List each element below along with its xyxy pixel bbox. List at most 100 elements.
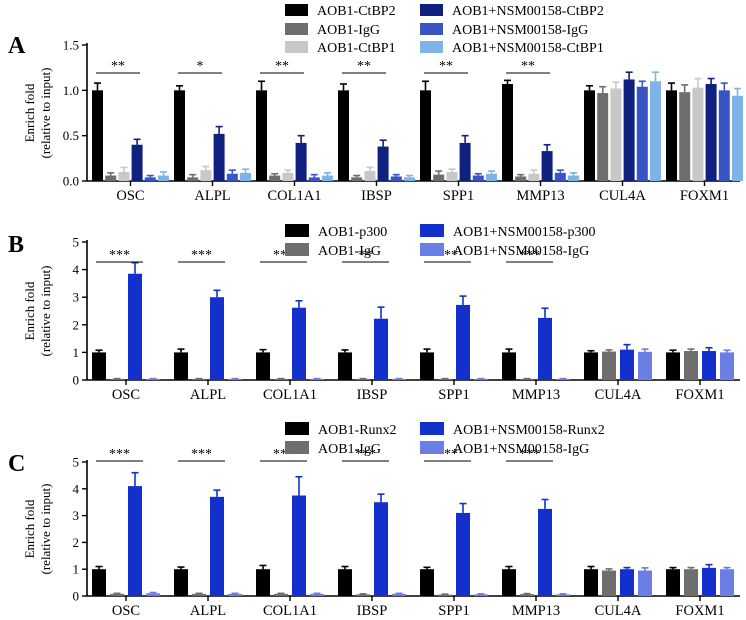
bar — [210, 496, 224, 596]
bar — [374, 502, 388, 596]
bar — [110, 593, 124, 596]
bar — [308, 177, 320, 181]
legend-label: AOB1-IgG — [318, 442, 381, 457]
bar — [420, 569, 434, 596]
legend-label: AOB1+NSM00158-p300 — [453, 225, 595, 240]
y-axis-label-secondary: (relative to input) — [38, 68, 53, 159]
bar — [684, 569, 698, 596]
bar — [459, 142, 471, 181]
y-tick-label: 1.0 — [63, 83, 79, 98]
bar — [705, 83, 717, 181]
legend-swatch — [420, 422, 444, 435]
x-tick-label: MMP13 — [516, 188, 564, 204]
bar — [92, 90, 103, 181]
x-tick-label: MMP13 — [512, 387, 560, 403]
bar — [623, 79, 635, 181]
bar — [274, 378, 288, 380]
x-tick-label: OSC — [112, 603, 140, 619]
significance-label: *** — [519, 248, 540, 263]
x-tick-label: OSC — [112, 387, 140, 403]
y-tick-label: 5 — [73, 455, 80, 470]
significance-label: * — [197, 59, 204, 74]
x-tick-label: IBSP — [357, 387, 388, 403]
x-tick-label: ALPL — [190, 603, 226, 619]
y-tick-label: 1.5 — [63, 38, 79, 53]
bar — [679, 92, 691, 181]
bar — [128, 273, 142, 380]
bar — [131, 144, 143, 181]
bar — [568, 175, 579, 181]
panel-letter: C — [8, 451, 25, 477]
y-axis-label-secondary: (relative to input) — [38, 266, 53, 357]
significance-label: *** — [109, 248, 130, 263]
bar — [174, 90, 185, 181]
bar — [502, 352, 516, 380]
bar — [520, 378, 534, 380]
bar — [584, 352, 598, 380]
bar — [433, 174, 445, 181]
legend-label: AOB1+NSM00158-IgG — [453, 442, 589, 457]
y-axis-label-secondary: (relative to input) — [38, 484, 53, 575]
bar — [584, 569, 598, 596]
bar — [192, 378, 206, 380]
y-axis-label: Enrich fold — [22, 499, 37, 558]
bar — [684, 351, 698, 380]
bar — [351, 177, 363, 181]
x-tick-label: CUL4A — [595, 603, 642, 619]
bar — [602, 351, 616, 380]
bar — [702, 351, 716, 380]
legend-swatch — [285, 243, 309, 256]
x-tick-label: SPP1 — [438, 603, 469, 619]
x-tick-label: ALPL — [194, 188, 230, 204]
x-tick-label: CUL4A — [595, 387, 642, 403]
y-tick-label: 0.0 — [63, 174, 79, 189]
bar — [556, 594, 570, 596]
y-tick-label: 4 — [73, 262, 80, 277]
significance-label: ** — [521, 59, 535, 74]
bar — [620, 569, 634, 596]
bar — [295, 142, 307, 181]
y-tick-label: 5 — [73, 235, 80, 250]
bar — [692, 87, 704, 181]
bar — [146, 378, 160, 380]
bar — [554, 172, 566, 181]
bar — [322, 175, 333, 181]
bar — [610, 88, 622, 181]
x-tick-label: COL1A1 — [268, 188, 322, 204]
y-tick-label: 0.5 — [63, 128, 79, 143]
bar — [392, 378, 406, 380]
bar — [174, 352, 188, 380]
bar — [310, 378, 324, 380]
legend-label: AOB1+NSM00158-CtBP2 — [452, 4, 604, 19]
y-tick-label: 0 — [73, 373, 80, 388]
significance-label: *** — [191, 447, 212, 462]
legend-swatch — [285, 441, 309, 454]
bar — [228, 378, 242, 380]
bar — [356, 378, 370, 380]
bar — [538, 508, 552, 596]
bar — [420, 352, 434, 380]
x-tick-label: COL1A1 — [263, 387, 317, 403]
bar — [650, 81, 661, 181]
bar — [158, 175, 169, 181]
x-tick-label: SPP1 — [438, 387, 469, 403]
bar — [438, 378, 452, 380]
significance-label: ** — [275, 59, 289, 74]
legend-swatch — [285, 422, 309, 435]
x-tick-label: COL1A1 — [263, 603, 317, 619]
legend-swatch — [420, 41, 443, 53]
x-tick-label: CUL4A — [599, 188, 646, 204]
bar — [720, 569, 734, 596]
bar — [200, 170, 212, 181]
bar — [456, 512, 470, 596]
bar — [597, 93, 609, 181]
bar — [474, 378, 488, 380]
bar — [110, 378, 124, 380]
bar — [338, 352, 352, 380]
bar — [282, 172, 294, 181]
bar — [210, 297, 224, 380]
bar — [456, 304, 470, 380]
legend-label: AOB1-IgG — [317, 23, 380, 38]
bar — [256, 352, 270, 380]
